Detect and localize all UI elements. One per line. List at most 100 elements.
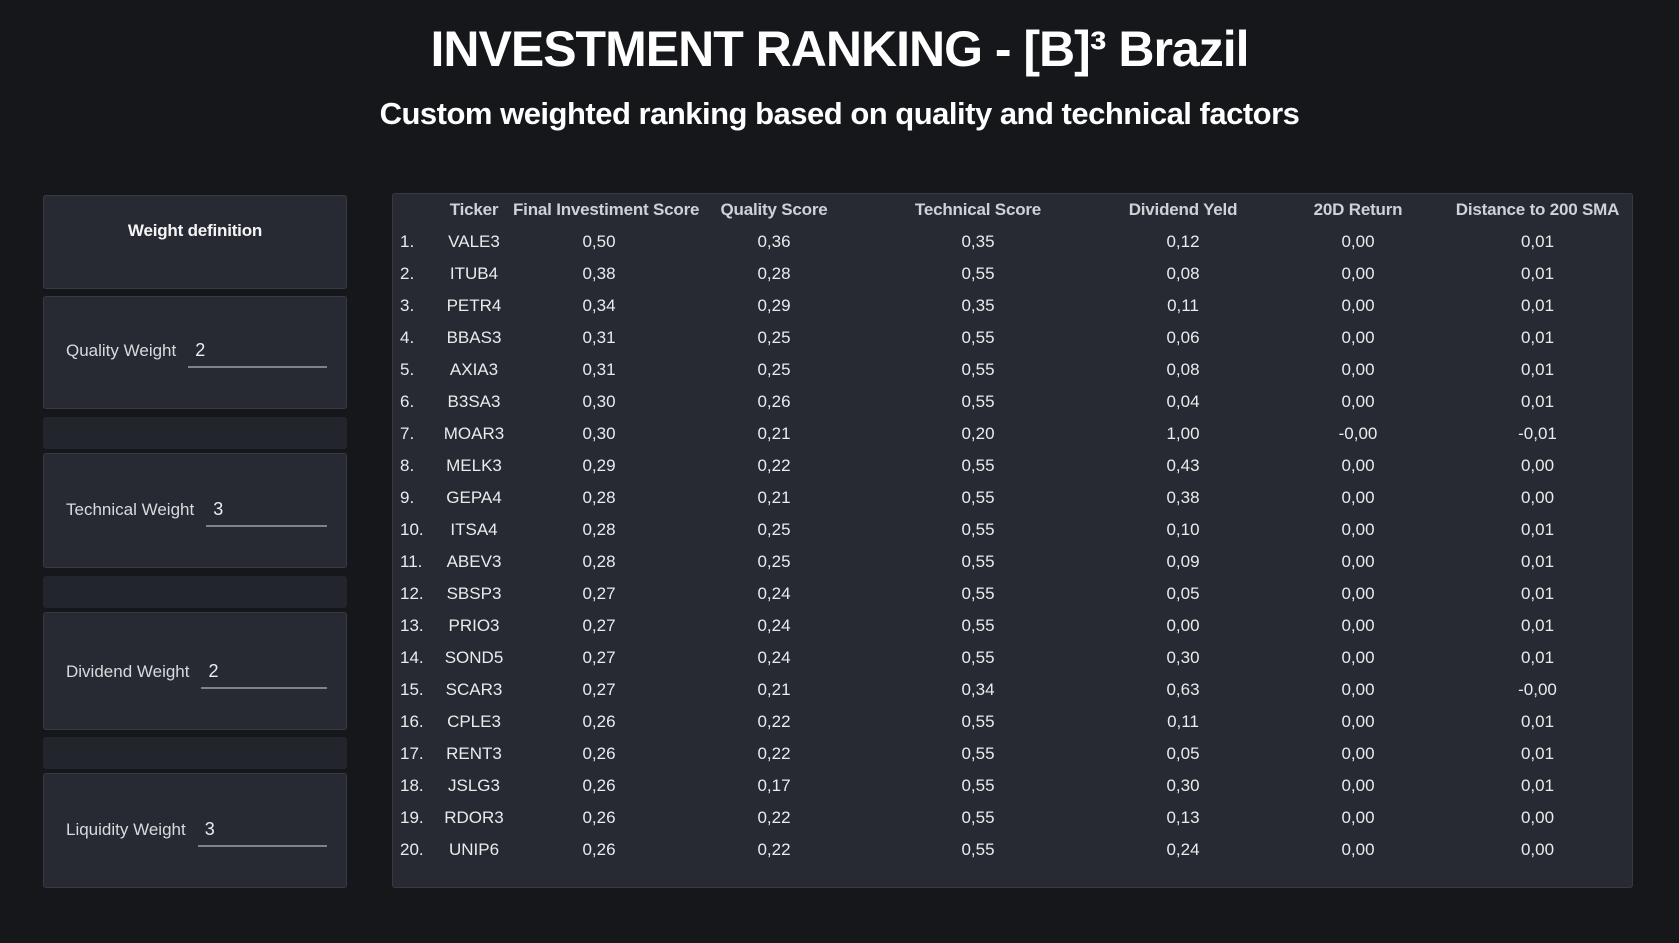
technical-weight-input[interactable]: 3 [206,499,327,527]
cell-value: 0,25 [757,328,791,347]
cell-value: 0,55 [961,488,995,507]
cell-rank: 20. [400,840,424,859]
cell-value: 0,22 [757,712,791,731]
liquidity-weight-input[interactable]: 3 [197,819,327,847]
sidebar-spacer-panel [43,576,347,608]
cell-ticker: SOND5 [444,648,504,667]
quality-weight-input[interactable]: 2 [188,340,327,368]
cell-value: 0,01 [1520,232,1555,251]
cell-value: 0,00 [1520,456,1555,475]
cell-value: 0,01 [1520,712,1555,731]
cell-ticker: PETR4 [446,296,502,315]
column-header-distance-to-200-sma[interactable]: Distance to 200 SMA [1455,200,1620,219]
ranking-table-panel: Ticker Final Investiment Score Quality S… [392,193,1633,888]
sidebar-spacer-panel [43,417,347,449]
cell-value: 0,50 [582,232,616,251]
cell-value: 0,26 [582,712,616,731]
cell-value: 0,30 [582,392,616,411]
ranking-table: Ticker Final Investiment Score Quality S… [393,194,1632,866]
cell-value: 0,20 [961,424,995,443]
cell-value: 0,24 [757,584,791,603]
cell-value: 1,00 [1166,424,1200,443]
cell-ticker: BBAS3 [446,328,502,347]
cell-ticker: PRIO3 [448,616,500,635]
cell-rank: 15. [400,680,424,699]
cell-value: 0,55 [961,744,995,763]
cell-value: 0,00 [1166,616,1200,635]
cell-value: 0,00 [1341,552,1375,571]
cell-value: 0,55 [961,616,995,635]
cell-value: 0,00 [1341,776,1375,795]
cell-value: 0,00 [1341,328,1375,347]
cell-value: 0,01 [1520,328,1555,347]
column-header-technical-score[interactable]: Technical Score [914,200,1042,219]
cell-value: 0,21 [757,680,791,699]
column-header-rank [393,194,435,226]
table-row: 17. RENT3 0,26 0,22 0,55 0,05 0,00 0,01 [393,738,1632,770]
cell-value: 0,00 [1341,808,1375,827]
cell-rank: 12. [400,584,424,603]
cell-value: 0,55 [961,712,995,731]
cell-value: 0,24 [757,616,791,635]
cell-value: 0,01 [1520,392,1555,411]
table-row: 10. ITSA4 0,28 0,25 0,55 0,10 0,00 0,01 [393,514,1632,546]
column-header-quality-score[interactable]: Quality Score [720,200,828,219]
cell-ticker: B3SA3 [447,392,501,411]
cell-value: 0,10 [1166,520,1200,539]
cell-value: 0,01 [1520,360,1555,379]
weight-panel-technical: Technical Weight 3 [43,453,347,568]
table-row: 7. MOAR3 0,30 0,21 0,20 1,00 -0,00 -0,01 [393,418,1632,450]
cell-value: 0,01 [1520,296,1555,315]
cell-value: 0,55 [961,808,995,827]
cell-value: 0,28 [582,552,616,571]
cell-ticker: ABEV3 [446,552,502,571]
cell-value: 0,31 [582,328,616,347]
cell-value: 0,55 [961,840,995,859]
cell-value: 0,01 [1520,616,1555,635]
weight-panel-dividend: Dividend Weight 2 [43,612,347,730]
cell-value: 0,01 [1520,552,1555,571]
table-row: 5. AXIA3 0,31 0,25 0,55 0,08 0,00 0,01 [393,354,1632,386]
weight-panel-quality: Quality Weight 2 [43,296,347,409]
cell-value: 0,43 [1166,456,1200,475]
cell-value: 0,22 [757,808,791,827]
column-header-dividend-yeld[interactable]: Dividend Yeld [1128,200,1238,219]
cell-value: 0,28 [582,520,616,539]
cell-value: -0,01 [1518,424,1557,443]
cell-value: 0,11 [1167,296,1199,315]
cell-value: 0,55 [961,776,995,795]
table-row: 1. VALE3 0,50 0,36 0,35 0,12 0,00 0,01 [393,226,1632,258]
cell-value: 0,26 [582,744,616,763]
cell-value: 0,30 [1166,648,1200,667]
dividend-weight-input[interactable]: 2 [201,661,327,689]
cell-value: -0,00 [1338,424,1378,443]
cell-value: 0,55 [961,584,995,603]
cell-rank: 16. [400,712,424,731]
cell-value: 0,25 [757,552,791,571]
cell-value: 0,00 [1341,296,1375,315]
table-row: 16. CPLE3 0,26 0,22 0,55 0,11 0,00 0,01 [393,706,1632,738]
cell-value: 0,36 [757,232,791,251]
technical-weight-label: Technical Weight [66,500,195,519]
column-header-final-investiment-score[interactable]: Final Investiment Score [513,200,700,219]
cell-ticker: SCAR3 [445,680,503,699]
cell-ticker: CPLE3 [447,712,501,731]
cell-value: 0,55 [961,264,995,283]
cell-value: 0,26 [757,392,791,411]
cell-value: 0,55 [961,520,995,539]
cell-value: 0,26 [582,840,616,859]
quality-weight-label: Quality Weight [66,341,177,360]
cell-value: 0,24 [1166,840,1200,859]
cell-ticker: VALE3 [448,232,500,251]
cell-ticker: ITUB4 [449,264,499,283]
cell-rank: 5. [400,360,415,379]
column-header-ticker[interactable]: Ticker [449,200,499,219]
cell-value: 0,55 [961,552,995,571]
cell-ticker: RDOR3 [444,808,504,827]
liquidity-weight-label: Liquidity Weight [66,820,186,839]
cell-rank: 2. [400,264,415,283]
cell-value: 0,28 [757,264,791,283]
cell-value: 0,38 [582,264,616,283]
column-header-20d-return[interactable]: 20D Return [1313,200,1403,219]
cell-value: 0,01 [1520,776,1555,795]
